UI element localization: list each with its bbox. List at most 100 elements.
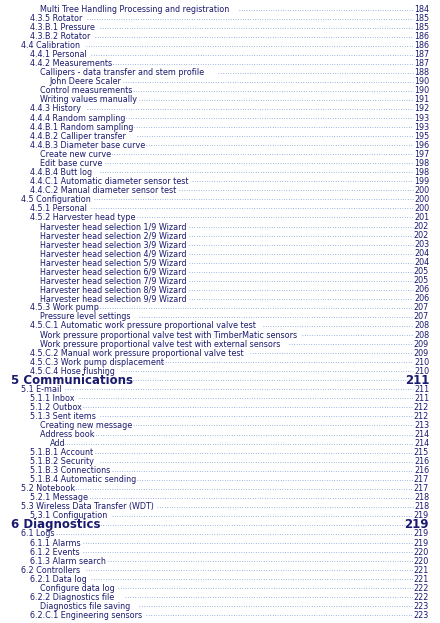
Text: John Deere Scaler: John Deere Scaler [50,77,121,87]
Text: 4.4.1 Personal: 4.4.1 Personal [30,50,87,59]
Text: 6.1.2 Events: 6.1.2 Events [30,548,80,556]
Text: 5.1.B.1 Account: 5.1.B.1 Account [30,448,93,457]
Text: 222: 222 [414,592,429,602]
Text: 4.5.C.2 Manual work pressure proportional valve test: 4.5.C.2 Manual work pressure proportiona… [30,349,244,358]
Text: Diagnostics file saving: Diagnostics file saving [40,602,130,611]
Text: 197: 197 [414,150,429,159]
Text: 193: 193 [414,113,429,123]
Text: 5.1.3 Sent items: 5.1.3 Sent items [30,412,96,421]
Text: 222: 222 [414,584,429,592]
Text: 4.4.B.2 Calliper transfer: 4.4.B.2 Calliper transfer [30,131,126,141]
Text: 6.2 Controllers: 6.2 Controllers [21,566,80,574]
Text: 210: 210 [414,358,429,367]
Text: 198: 198 [414,168,429,177]
Text: 4.5.2 Harvester head type: 4.5.2 Harvester head type [30,213,136,222]
Text: 205: 205 [414,267,429,276]
Text: Harvester head selection 7/9 Wizard: Harvester head selection 7/9 Wizard [40,276,187,285]
Text: 219: 219 [414,530,429,538]
Text: Pressure level settings: Pressure level settings [40,313,131,321]
Text: 208: 208 [414,321,429,330]
Text: 185: 185 [414,23,429,32]
Text: 218: 218 [414,502,429,511]
Text: 216: 216 [414,457,429,466]
Text: Harvester head selection 4/9 Wizard: Harvester head selection 4/9 Wizard [40,249,187,258]
Text: 4.4.C.1 Automatic diameter sensor test: 4.4.C.1 Automatic diameter sensor test [30,177,189,186]
Text: 6.1.1 Alarms: 6.1.1 Alarms [30,538,81,548]
Text: 4.4.B.1 Random sampling: 4.4.B.1 Random sampling [30,123,134,131]
Text: 190: 190 [414,77,429,87]
Text: Work pressure proportional valve test with TimberMatic sensors: Work pressure proportional valve test wi… [40,331,297,340]
Text: 4.3.B.2 Rotator: 4.3.B.2 Rotator [30,32,91,41]
Text: 6.2.1 Data log: 6.2.1 Data log [30,574,87,584]
Text: Creating new message: Creating new message [40,421,132,430]
Text: Harvester head selection 6/9 Wizard: Harvester head selection 6/9 Wizard [40,267,187,276]
Text: 4.3.B.1 Pressure: 4.3.B.1 Pressure [30,23,95,32]
Text: 4.5.3 Work pump: 4.5.3 Work pump [30,303,99,312]
Text: 217: 217 [414,475,429,484]
Text: 5.2 Notebook: 5.2 Notebook [21,484,75,493]
Text: Writing values manually: Writing values manually [40,95,137,105]
Text: Harvester head selection 1/9 Wizard: Harvester head selection 1/9 Wizard [40,222,187,231]
Text: Control measurements: Control measurements [40,87,132,95]
Text: 203: 203 [414,240,429,249]
Text: 200: 200 [414,204,429,213]
Text: 212: 212 [414,412,429,421]
Text: 206: 206 [414,295,429,303]
Text: 192: 192 [414,105,429,113]
Text: 193: 193 [414,123,429,131]
Text: 5.2.1 Message: 5.2.1 Message [30,493,88,502]
Text: 202: 202 [414,222,429,231]
Text: 4.4.C.2 Manual diameter sensor test: 4.4.C.2 Manual diameter sensor test [30,186,176,195]
Text: Multi Tree Handling Processing and registration: Multi Tree Handling Processing and regis… [40,5,229,14]
Text: 5.1.1 Inbox: 5.1.1 Inbox [30,394,75,403]
Text: 216: 216 [414,466,429,475]
Text: Add: Add [50,439,66,448]
Text: Harvester head selection 9/9 Wizard: Harvester head selection 9/9 Wizard [40,295,187,303]
Text: 219: 219 [404,518,429,531]
Text: 4.4.2 Measurements: 4.4.2 Measurements [30,59,113,69]
Text: 4.5.C.1 Automatic work pressure proportional valve test: 4.5.C.1 Automatic work pressure proporti… [30,321,256,330]
Text: 201: 201 [414,213,429,222]
Text: 184: 184 [414,5,429,14]
Text: 187: 187 [414,50,429,59]
Text: 5.1.2 Outbox: 5.1.2 Outbox [30,403,82,412]
Text: Callipers - data transfer and stem profile: Callipers - data transfer and stem profi… [40,69,204,77]
Text: 200: 200 [414,195,429,204]
Text: 219: 219 [414,511,429,520]
Text: Configure data log: Configure data log [40,584,115,592]
Text: 4.4 Calibration: 4.4 Calibration [21,41,80,50]
Text: 220: 220 [414,556,429,566]
Text: 209: 209 [414,349,429,358]
Text: 219: 219 [414,538,429,548]
Text: 5.1.B.2 Security: 5.1.B.2 Security [30,457,94,466]
Text: 4.4.B.4 Butt log: 4.4.B.4 Butt log [30,168,92,177]
Text: 218: 218 [414,493,429,502]
Text: 4.5.C.4 Hose flushing: 4.5.C.4 Hose flushing [30,367,115,376]
Text: 6.2.2 Diagnostics file: 6.2.2 Diagnostics file [30,592,114,602]
Text: 190: 190 [414,87,429,95]
Text: 196: 196 [414,141,429,150]
Text: 204: 204 [414,249,429,258]
Text: 6.2.C.1 Engineering sensors: 6.2.C.1 Engineering sensors [30,611,143,620]
Text: 209: 209 [414,340,429,349]
Text: 5.3 Wireless Data Transfer (WDT): 5.3 Wireless Data Transfer (WDT) [21,502,154,511]
Text: 5.1.B.3 Connections: 5.1.B.3 Connections [30,466,110,475]
Text: 6 Diagnostics: 6 Diagnostics [11,518,100,531]
Text: 198: 198 [414,159,429,168]
Text: 185: 185 [414,14,429,23]
Text: 213: 213 [414,421,429,430]
Text: 214: 214 [414,430,429,439]
Text: Edit base curve: Edit base curve [40,159,103,168]
Text: 207: 207 [414,303,429,312]
Text: 195: 195 [414,131,429,141]
Text: 188: 188 [414,69,429,77]
Text: Harvester head selection 8/9 Wizard: Harvester head selection 8/9 Wizard [40,285,187,294]
Text: 207: 207 [414,313,429,321]
Text: 6.1 Logs: 6.1 Logs [21,530,54,538]
Text: 220: 220 [414,548,429,556]
Text: 191: 191 [414,95,429,105]
Text: 4.4.3 History: 4.4.3 History [30,105,81,113]
Text: 221: 221 [414,574,429,584]
Text: 205: 205 [414,276,429,285]
Text: 5.1.B.4 Automatic sending: 5.1.B.4 Automatic sending [30,475,136,484]
